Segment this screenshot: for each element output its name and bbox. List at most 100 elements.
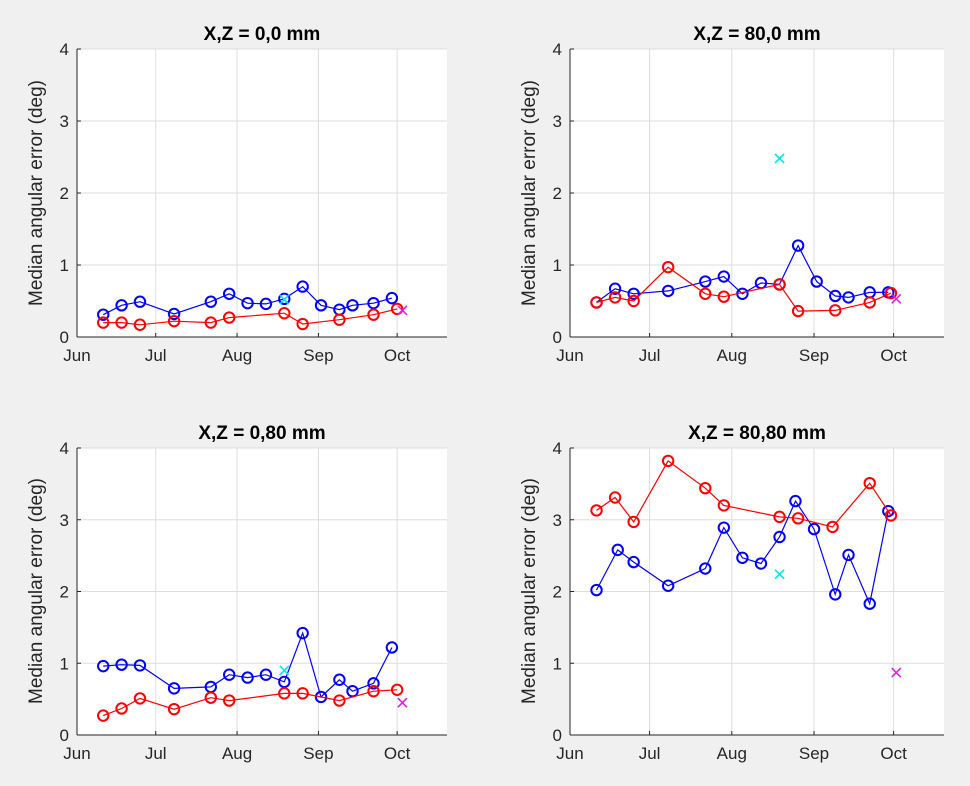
y-tick-label: 1 — [553, 654, 562, 673]
y-tick-label: 0 — [60, 726, 69, 745]
data-point-red — [115, 702, 128, 715]
data-point-red — [829, 304, 842, 317]
data-point-blue — [829, 588, 842, 601]
y-tick-label: 3 — [60, 112, 69, 131]
data-point-blue — [367, 677, 380, 690]
x-marker-stroke — [279, 294, 290, 305]
panel-title: X,Z = 80,0 mm — [693, 24, 820, 45]
y-tick-label: 1 — [60, 256, 69, 275]
data-point-blue — [115, 299, 128, 312]
y-tick-label: 2 — [60, 184, 69, 203]
x-tick-label: Jun — [556, 744, 583, 763]
data-point-blue — [789, 494, 802, 508]
series-line-red — [596, 460, 892, 528]
series-line-red — [596, 266, 892, 312]
data-point-blue — [333, 673, 346, 686]
data-point-blue — [278, 675, 291, 689]
data-point-blue — [791, 239, 805, 252]
y-axis-label: Median angular error (deg) — [26, 478, 47, 704]
data-point-blue — [810, 275, 823, 288]
data-point-blue — [314, 690, 328, 704]
data-point-blue — [259, 668, 273, 681]
data-point-red — [278, 307, 291, 320]
x-tick-label: Aug — [717, 744, 747, 763]
data-point-red — [661, 260, 675, 274]
data-point-red — [627, 515, 640, 529]
data-point-blue — [736, 551, 749, 564]
y-tick-label: 4 — [553, 439, 562, 458]
x-marker-cyan — [279, 665, 290, 676]
x-tick-label: Oct — [384, 346, 411, 365]
data-point-blue — [699, 562, 712, 575]
data-point-red — [97, 316, 110, 329]
panel-0: 0 1 2 3 4 Jun Jul Aug Sep Oct X,Z = 0,0 mm Median… — [26, 24, 447, 365]
data-point-red — [863, 296, 876, 309]
data-point-red — [717, 499, 731, 512]
data-point-blue — [611, 543, 624, 557]
data-point-red — [826, 520, 839, 534]
data-point-red — [367, 685, 380, 698]
x-marker-magenta — [891, 293, 902, 304]
x-marker-cyan — [774, 153, 785, 164]
data-point-red — [333, 694, 346, 707]
data-point-blue — [661, 284, 675, 298]
y-tick-label: 0 — [60, 328, 69, 347]
data-point-red — [133, 692, 147, 705]
data-point-blue — [296, 280, 309, 293]
x-tick-label: Aug — [222, 346, 252, 365]
data-point-blue — [222, 287, 236, 301]
y-axis-label: Median angular error (deg) — [519, 478, 540, 704]
x-tick-label: Oct — [880, 744, 907, 763]
x-marker-magenta — [891, 667, 902, 678]
data-point-blue — [222, 668, 236, 681]
data-point-blue — [717, 270, 731, 283]
data-point-red — [222, 694, 236, 707]
data-point-blue — [115, 658, 128, 671]
data-point-red — [222, 311, 236, 324]
data-point-red — [115, 316, 128, 329]
y-axis-label: Median angular error (deg) — [519, 80, 540, 306]
data-point-blue — [346, 299, 359, 312]
x-tick-label: Sep — [303, 346, 333, 365]
y-tick-label: 0 — [553, 328, 562, 347]
data-point-red — [590, 296, 603, 309]
data-point-red — [97, 709, 110, 722]
data-point-blue — [699, 275, 712, 288]
y-tick-label: 4 — [60, 439, 69, 458]
data-point-red — [791, 304, 805, 318]
x-tick-label: Oct — [880, 346, 907, 365]
x-tick-label: Sep — [799, 744, 829, 763]
x-marker-stroke — [891, 293, 902, 304]
data-point-blue — [754, 557, 768, 570]
data-point-blue — [278, 292, 291, 306]
x-marker-stroke — [397, 305, 408, 316]
y-tick-label: 0 — [553, 726, 562, 745]
data-point-blue — [829, 289, 842, 303]
x-tick-label: Jun — [556, 346, 583, 365]
data-point-red — [863, 476, 876, 490]
y-tick-label: 4 — [553, 40, 562, 59]
data-point-red — [333, 313, 346, 326]
x-tick-label: Jul — [145, 744, 167, 763]
data-point-red — [791, 512, 805, 525]
series-line-blue — [595, 499, 889, 606]
data-point-red — [608, 291, 622, 304]
data-point-red — [167, 314, 181, 328]
y-tick-label: 3 — [553, 112, 562, 131]
data-point-red — [367, 308, 380, 321]
x-marker-cyan — [774, 569, 785, 580]
data-point-red — [717, 290, 731, 303]
panel-title: X,Z = 80,80 mm — [688, 423, 826, 444]
series-line-red — [102, 689, 398, 717]
data-point-blue — [167, 682, 181, 695]
data-point-blue — [608, 282, 622, 295]
data-point-red — [773, 278, 786, 291]
data-point-blue — [863, 597, 876, 610]
data-point-red — [278, 687, 291, 700]
data-point-red — [204, 691, 218, 704]
data-point-red — [884, 286, 898, 300]
data-point-red — [884, 509, 898, 522]
data-point-red — [296, 687, 309, 700]
x-tick-label: Oct — [384, 744, 411, 763]
x-tick-label: Sep — [799, 346, 829, 365]
